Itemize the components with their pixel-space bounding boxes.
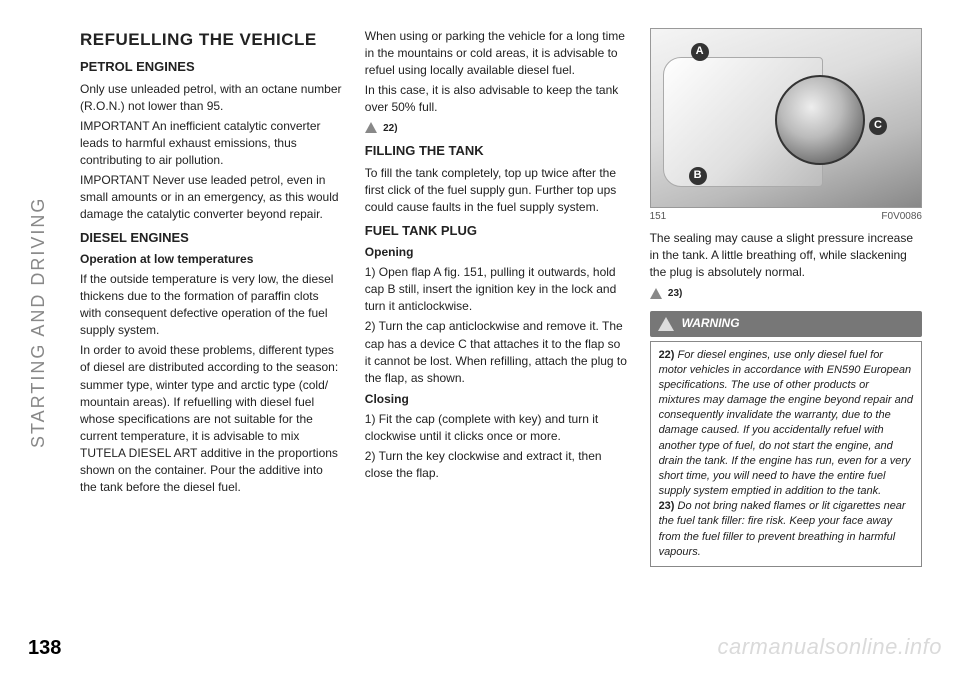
body-text: 2) Turn the key clockwise and extract it… — [365, 448, 628, 482]
figure-caption: 151 F0V0086 — [650, 210, 922, 224]
warning-num-23: 23) — [659, 500, 675, 512]
warning-num-22: 22) — [659, 349, 675, 361]
page-number: 138 — [28, 637, 61, 660]
subheading-closing: Closing — [365, 391, 628, 408]
body-text: 1) Open flap A fig. 151, pulling it outw… — [365, 264, 628, 315]
watermark: carmanualsonline.info — [717, 634, 942, 660]
warning-title: WARNING — [682, 315, 740, 332]
body-text: 1) Fit the cap (complete with key) and t… — [365, 411, 628, 445]
warning-text-22: For diesel engines, use only diesel fuel… — [659, 349, 913, 498]
body-text: IMPORTANT An inefficient catalytic conve… — [80, 118, 343, 169]
content-columns: REFUELLING THE VEHICLE PETROL ENGINES On… — [80, 28, 922, 567]
subheading-low-temp: Operation at low temperatures — [80, 251, 343, 268]
body-text: 2) Turn the cap anticlockwise and remove… — [365, 318, 628, 386]
section-side-label: STARTING AND DRIVING — [28, 28, 52, 448]
body-text: In this case, it is also advisable to ke… — [365, 82, 628, 116]
heading-filling-tank: FILLING THE TANK — [365, 142, 628, 160]
figure-code: F0V0086 — [881, 210, 922, 224]
note-reference: 22) — [365, 119, 628, 136]
body-text: To fill the tank completely, top up twic… — [365, 165, 628, 216]
body-text: The sealing may cause a slight pressure … — [650, 230, 922, 281]
heading-diesel-engines: DIESEL ENGINES — [80, 229, 343, 247]
manual-page: STARTING AND DRIVING REFUELLING THE VEHI… — [0, 0, 960, 678]
figure-fuel-cap: A B C — [650, 28, 922, 208]
subheading-opening: Opening — [365, 244, 628, 261]
column-2: When using or parking the vehicle for a … — [365, 28, 628, 567]
heading-refuelling: REFUELLING THE VEHICLE — [80, 28, 343, 52]
warning-triangle-icon — [658, 317, 674, 331]
note-ref-23: 23) — [668, 288, 682, 299]
note-ref-22: 22) — [383, 123, 397, 134]
body-text: In order to avoid these problems, differ… — [80, 342, 343, 495]
heading-petrol-engines: PETROL ENGINES — [80, 58, 343, 76]
column-3: A B C 151 F0V0086 The sealing may cause … — [650, 28, 922, 567]
column-1: REFUELLING THE VEHICLE PETROL ENGINES On… — [80, 28, 343, 567]
figure-label-a: A — [691, 43, 709, 61]
warning-text-23: Do not bring naked flames or lit cigaret… — [659, 500, 906, 558]
warning-header: WARNING — [650, 311, 922, 336]
figure-cap-shape — [775, 75, 865, 165]
warning-box: 22) For diesel engines, use only diesel … — [650, 341, 922, 567]
figure-number: 151 — [650, 210, 667, 224]
triangle-icon — [365, 122, 377, 133]
body-text: If the outside temperature is very low, … — [80, 271, 343, 339]
body-text: Only use unleaded petrol, with an octane… — [80, 81, 343, 115]
figure-label-b: B — [689, 167, 707, 185]
note-reference: 23) — [650, 284, 922, 301]
figure-label-c: C — [869, 117, 887, 135]
body-text: When using or parking the vehicle for a … — [365, 28, 628, 79]
body-text: IMPORTANT Never use leaded petrol, even … — [80, 172, 343, 223]
heading-fuel-tank-plug: FUEL TANK PLUG — [365, 222, 628, 240]
triangle-icon — [650, 288, 662, 299]
